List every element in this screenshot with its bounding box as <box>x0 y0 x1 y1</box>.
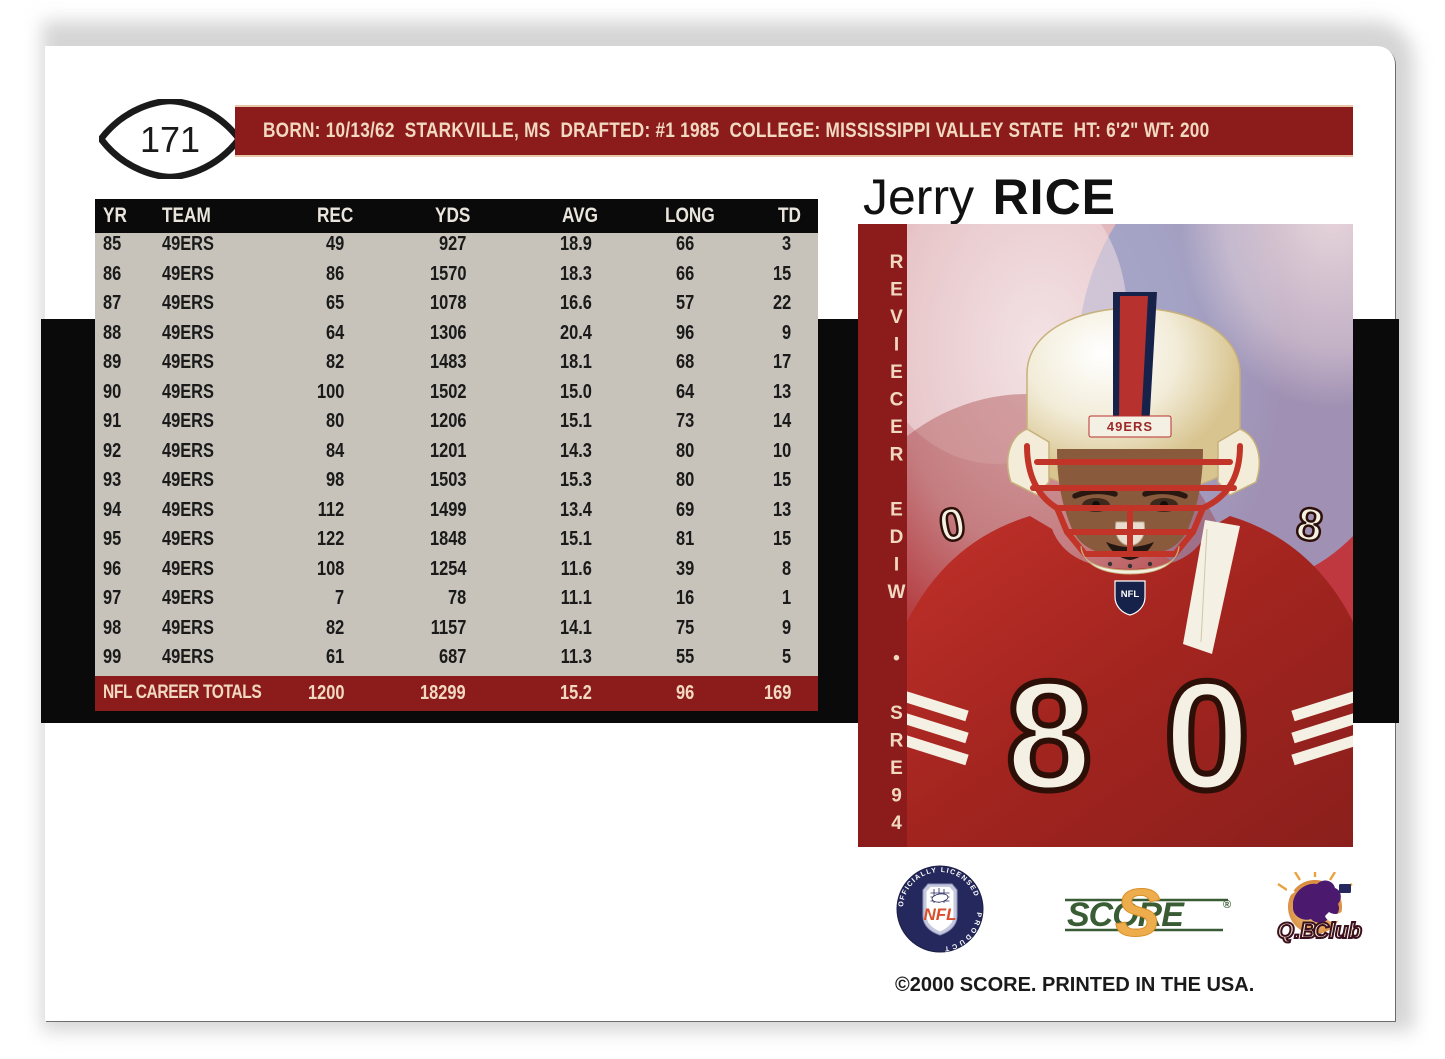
svg-text:®: ® <box>1223 899 1231 911</box>
svg-text:NFL: NFL <box>923 905 956 924</box>
svg-text:Club: Club <box>1313 918 1362 943</box>
svg-text:S: S <box>1115 878 1160 951</box>
